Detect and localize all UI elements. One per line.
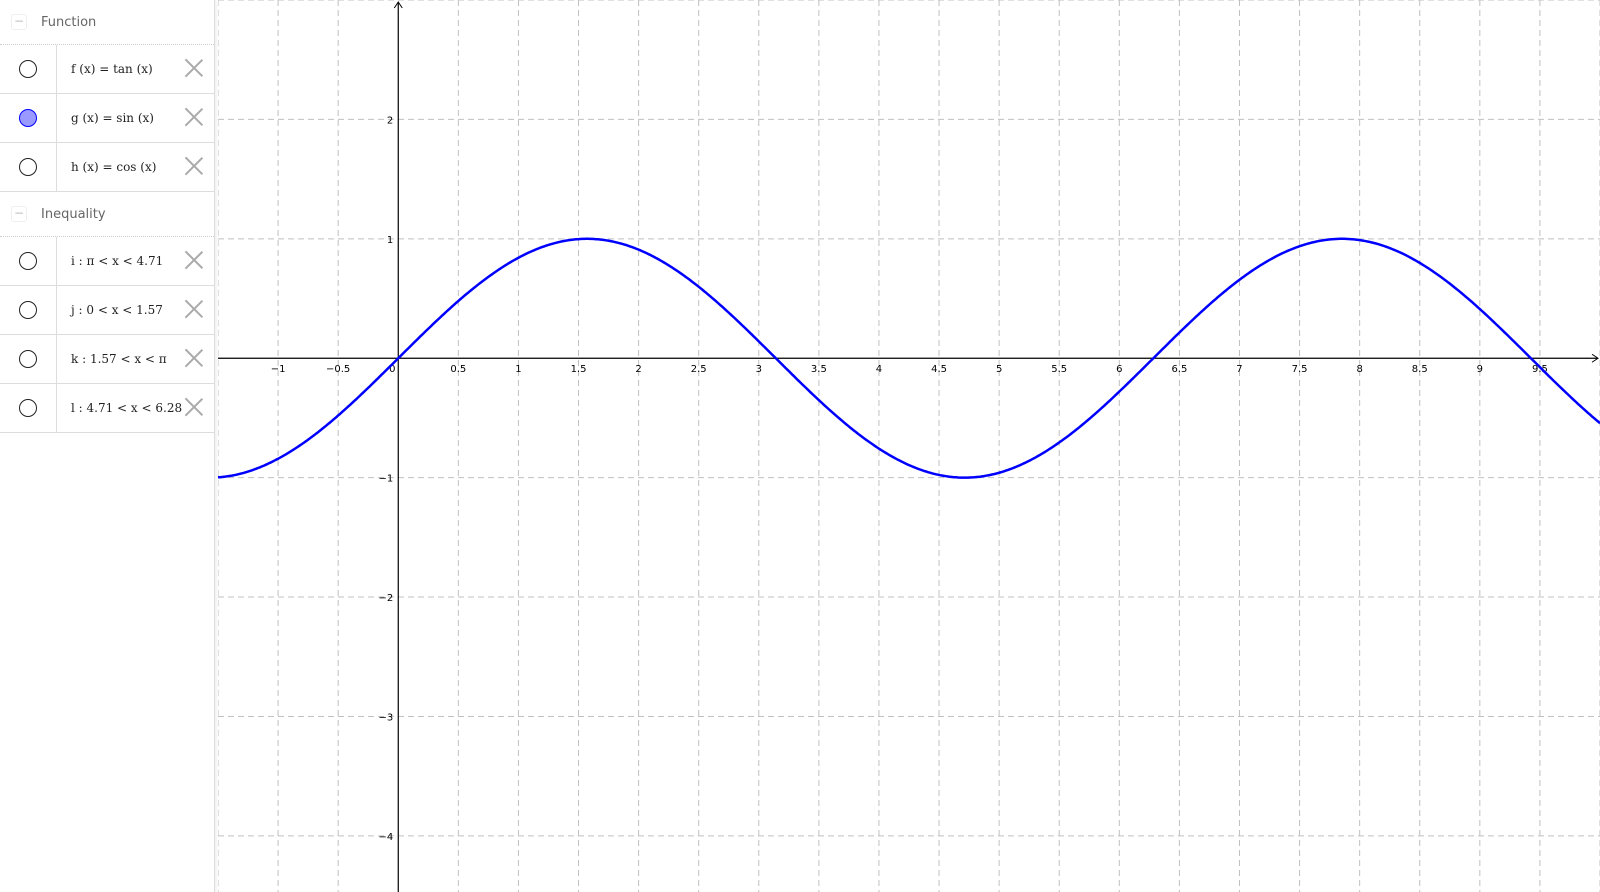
x-tick-label: 1 xyxy=(515,364,521,375)
algebra-item-k[interactable]: k : 1.57 < x < π xyxy=(0,335,214,384)
x-tick-label: −0.5 xyxy=(326,364,350,375)
expression[interactable]: j : 0 < x < 1.57 xyxy=(71,303,163,317)
x-tick-label: 2.5 xyxy=(691,364,707,375)
y-tick-label: −4 xyxy=(379,832,394,843)
y-tick-label: −1 xyxy=(379,474,394,485)
algebra-item-l[interactable]: l : 4.71 < x < 6.28 xyxy=(0,384,214,433)
visibility-toggle[interactable] xyxy=(19,60,37,78)
collapse-icon[interactable]: − xyxy=(11,206,27,222)
expression[interactable]: g (x) = sin (x) xyxy=(71,111,154,125)
x-tick-label: 5 xyxy=(996,364,1002,375)
x-tick-label: 9 xyxy=(1477,364,1483,375)
delete-icon[interactable] xyxy=(184,107,204,127)
visibility-toggle[interactable] xyxy=(19,252,37,270)
x-tick-label: 7.5 xyxy=(1292,364,1308,375)
x-tick-label: 8.5 xyxy=(1412,364,1428,375)
expression[interactable]: h (x) = cos (x) xyxy=(71,160,157,174)
x-tick-label: 9.5 xyxy=(1532,364,1548,375)
x-tick-label: 4 xyxy=(876,364,882,375)
collapse-icon[interactable]: − xyxy=(11,14,27,30)
y-axis-arrow-icon xyxy=(393,1,403,9)
x-tick-label: 6.5 xyxy=(1171,364,1187,375)
y-tick-label: −2 xyxy=(379,593,394,604)
y-tick-label: −3 xyxy=(379,712,394,723)
graphics-view[interactable]: −1 −0.5 0 0.5 1 1.5 2 2.5 3 3.5 4 4.5 5 5.5 6 6.5 7 7.5 8 8… xyxy=(218,0,1600,892)
x-tick-label: 6 xyxy=(1116,364,1122,375)
group-title: Function xyxy=(41,14,97,30)
delete-icon[interactable] xyxy=(184,348,204,368)
function-curve-g[interactable] xyxy=(218,237,1600,479)
expression[interactable]: l : 4.71 < x < 6.28 xyxy=(71,401,183,415)
algebra-item-h[interactable]: h (x) = cos (x) xyxy=(0,143,214,192)
visibility-toggle[interactable] xyxy=(19,399,37,417)
x-tick-label: 1.5 xyxy=(571,364,587,375)
x-tick-label: −1 xyxy=(271,364,286,375)
algebra-item-i[interactable]: i : π < x < 4.71 xyxy=(0,237,214,286)
expression[interactable]: k : 1.57 < x < π xyxy=(71,352,167,366)
visibility-toggle[interactable] xyxy=(19,158,37,176)
group-header-function[interactable]: − Function xyxy=(0,0,214,45)
x-tick-label: 0 xyxy=(389,364,395,375)
group-header-inequality[interactable]: − Inequality xyxy=(0,192,214,237)
algebra-item-g[interactable]: g (x) = sin (x) xyxy=(0,94,214,143)
x-tick-label: 7 xyxy=(1236,364,1242,375)
algebra-item-f[interactable]: f (x) = tan (x) xyxy=(0,45,214,94)
x-tick-label: 8 xyxy=(1356,364,1362,375)
delete-icon[interactable] xyxy=(184,250,204,270)
y-tick-label: 1 xyxy=(387,235,393,246)
x-tick-label: 5.5 xyxy=(1051,364,1067,375)
delete-icon[interactable] xyxy=(184,299,204,319)
y-tick-label: 2 xyxy=(387,115,393,126)
expression[interactable]: f (x) = tan (x) xyxy=(71,62,153,76)
expression[interactable]: i : π < x < 4.71 xyxy=(71,254,164,268)
x-axis-arrow-icon xyxy=(1591,353,1599,363)
x-tick-label: 0.5 xyxy=(450,364,466,375)
delete-icon[interactable] xyxy=(184,156,204,176)
x-tick-label: 3.5 xyxy=(811,364,827,375)
x-tick-label: 3 xyxy=(756,364,762,375)
algebra-view: − Function f (x) = tan (x) g (x) = sin (… xyxy=(0,0,215,892)
delete-icon[interactable] xyxy=(184,58,204,78)
visibility-toggle[interactable] xyxy=(19,301,37,319)
group-title: Inequality xyxy=(41,206,106,222)
visibility-toggle[interactable] xyxy=(19,109,37,127)
visibility-toggle[interactable] xyxy=(19,350,37,368)
algebra-item-j[interactable]: j : 0 < x < 1.57 xyxy=(0,286,214,335)
x-tick-label: 4.5 xyxy=(931,364,947,375)
x-tick-label: 2 xyxy=(635,364,641,375)
delete-icon[interactable] xyxy=(184,397,204,417)
